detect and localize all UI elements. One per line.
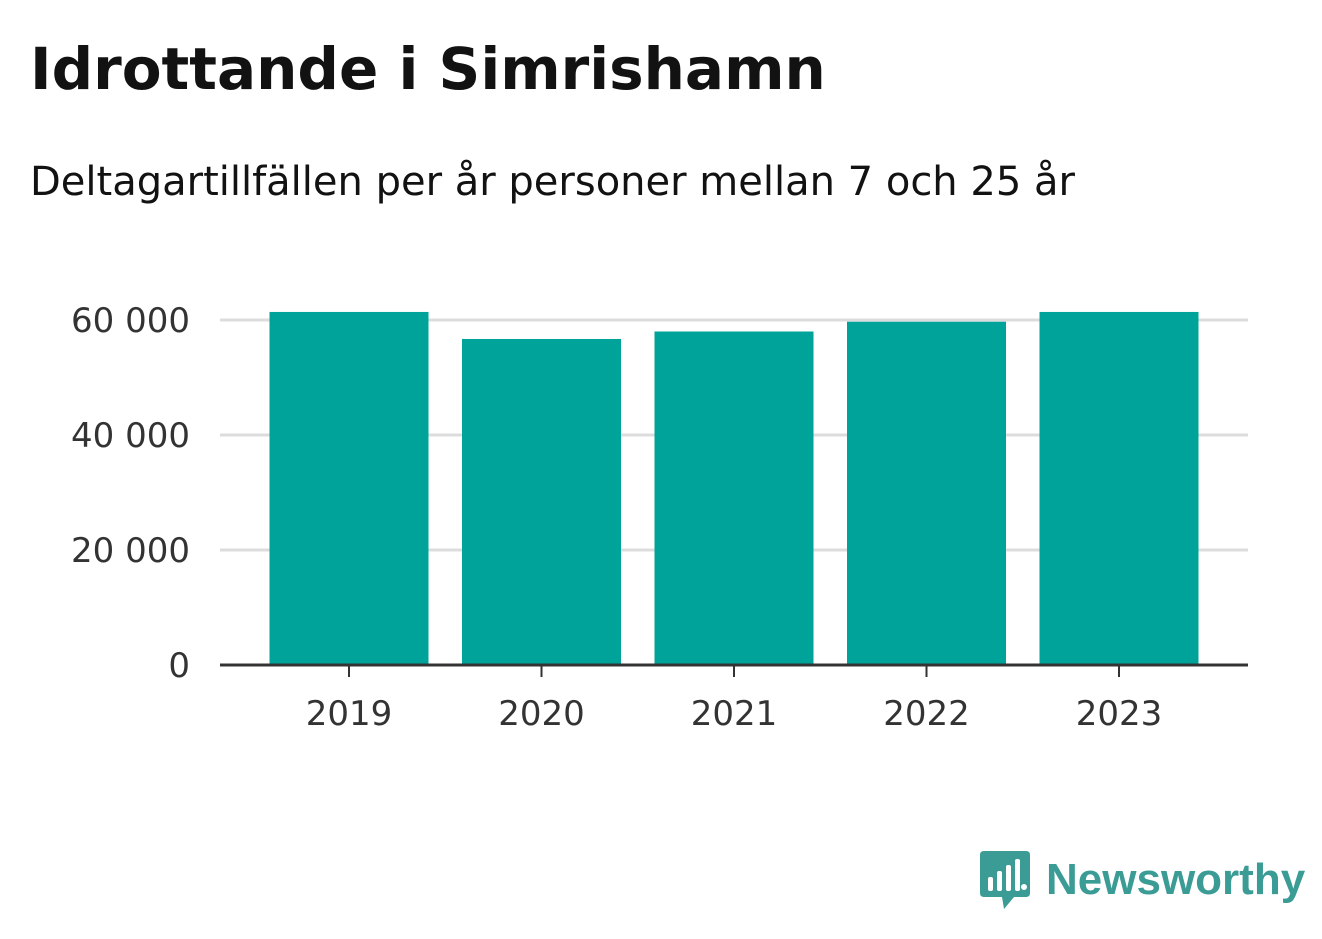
x-tick-label: 2020 bbox=[498, 694, 585, 734]
newsworthy-brand: Newsworthy bbox=[980, 848, 1305, 912]
bar-chart: 0 20 000 40 000 60 000 2019 2020 2021 2022 2023 bbox=[71, 301, 1248, 734]
y-tick-label: 20 000 bbox=[71, 531, 190, 571]
bar-2019 bbox=[269, 311, 429, 665]
chart-title: Idrottande i Simrishamn bbox=[30, 35, 826, 103]
y-tick-label: 0 bbox=[168, 646, 190, 686]
x-tick-label: 2023 bbox=[1076, 694, 1163, 734]
brand-name: Newsworthy bbox=[1046, 855, 1306, 904]
y-tick-label: 40 000 bbox=[71, 416, 190, 456]
y-tick-label: 60 000 bbox=[71, 301, 190, 341]
bar-2023 bbox=[1039, 311, 1199, 665]
x-tick-label: 2019 bbox=[306, 694, 393, 734]
bar-2022 bbox=[847, 321, 1006, 665]
bar-2020 bbox=[462, 338, 621, 665]
chart-subtitle: Deltagartillfällen per år personer mella… bbox=[30, 159, 1075, 205]
bar-2021 bbox=[654, 331, 814, 665]
newsworthy-logo-icon bbox=[980, 851, 1030, 909]
x-tick-label: 2022 bbox=[883, 694, 970, 734]
x-tick-label: 2021 bbox=[691, 694, 778, 734]
